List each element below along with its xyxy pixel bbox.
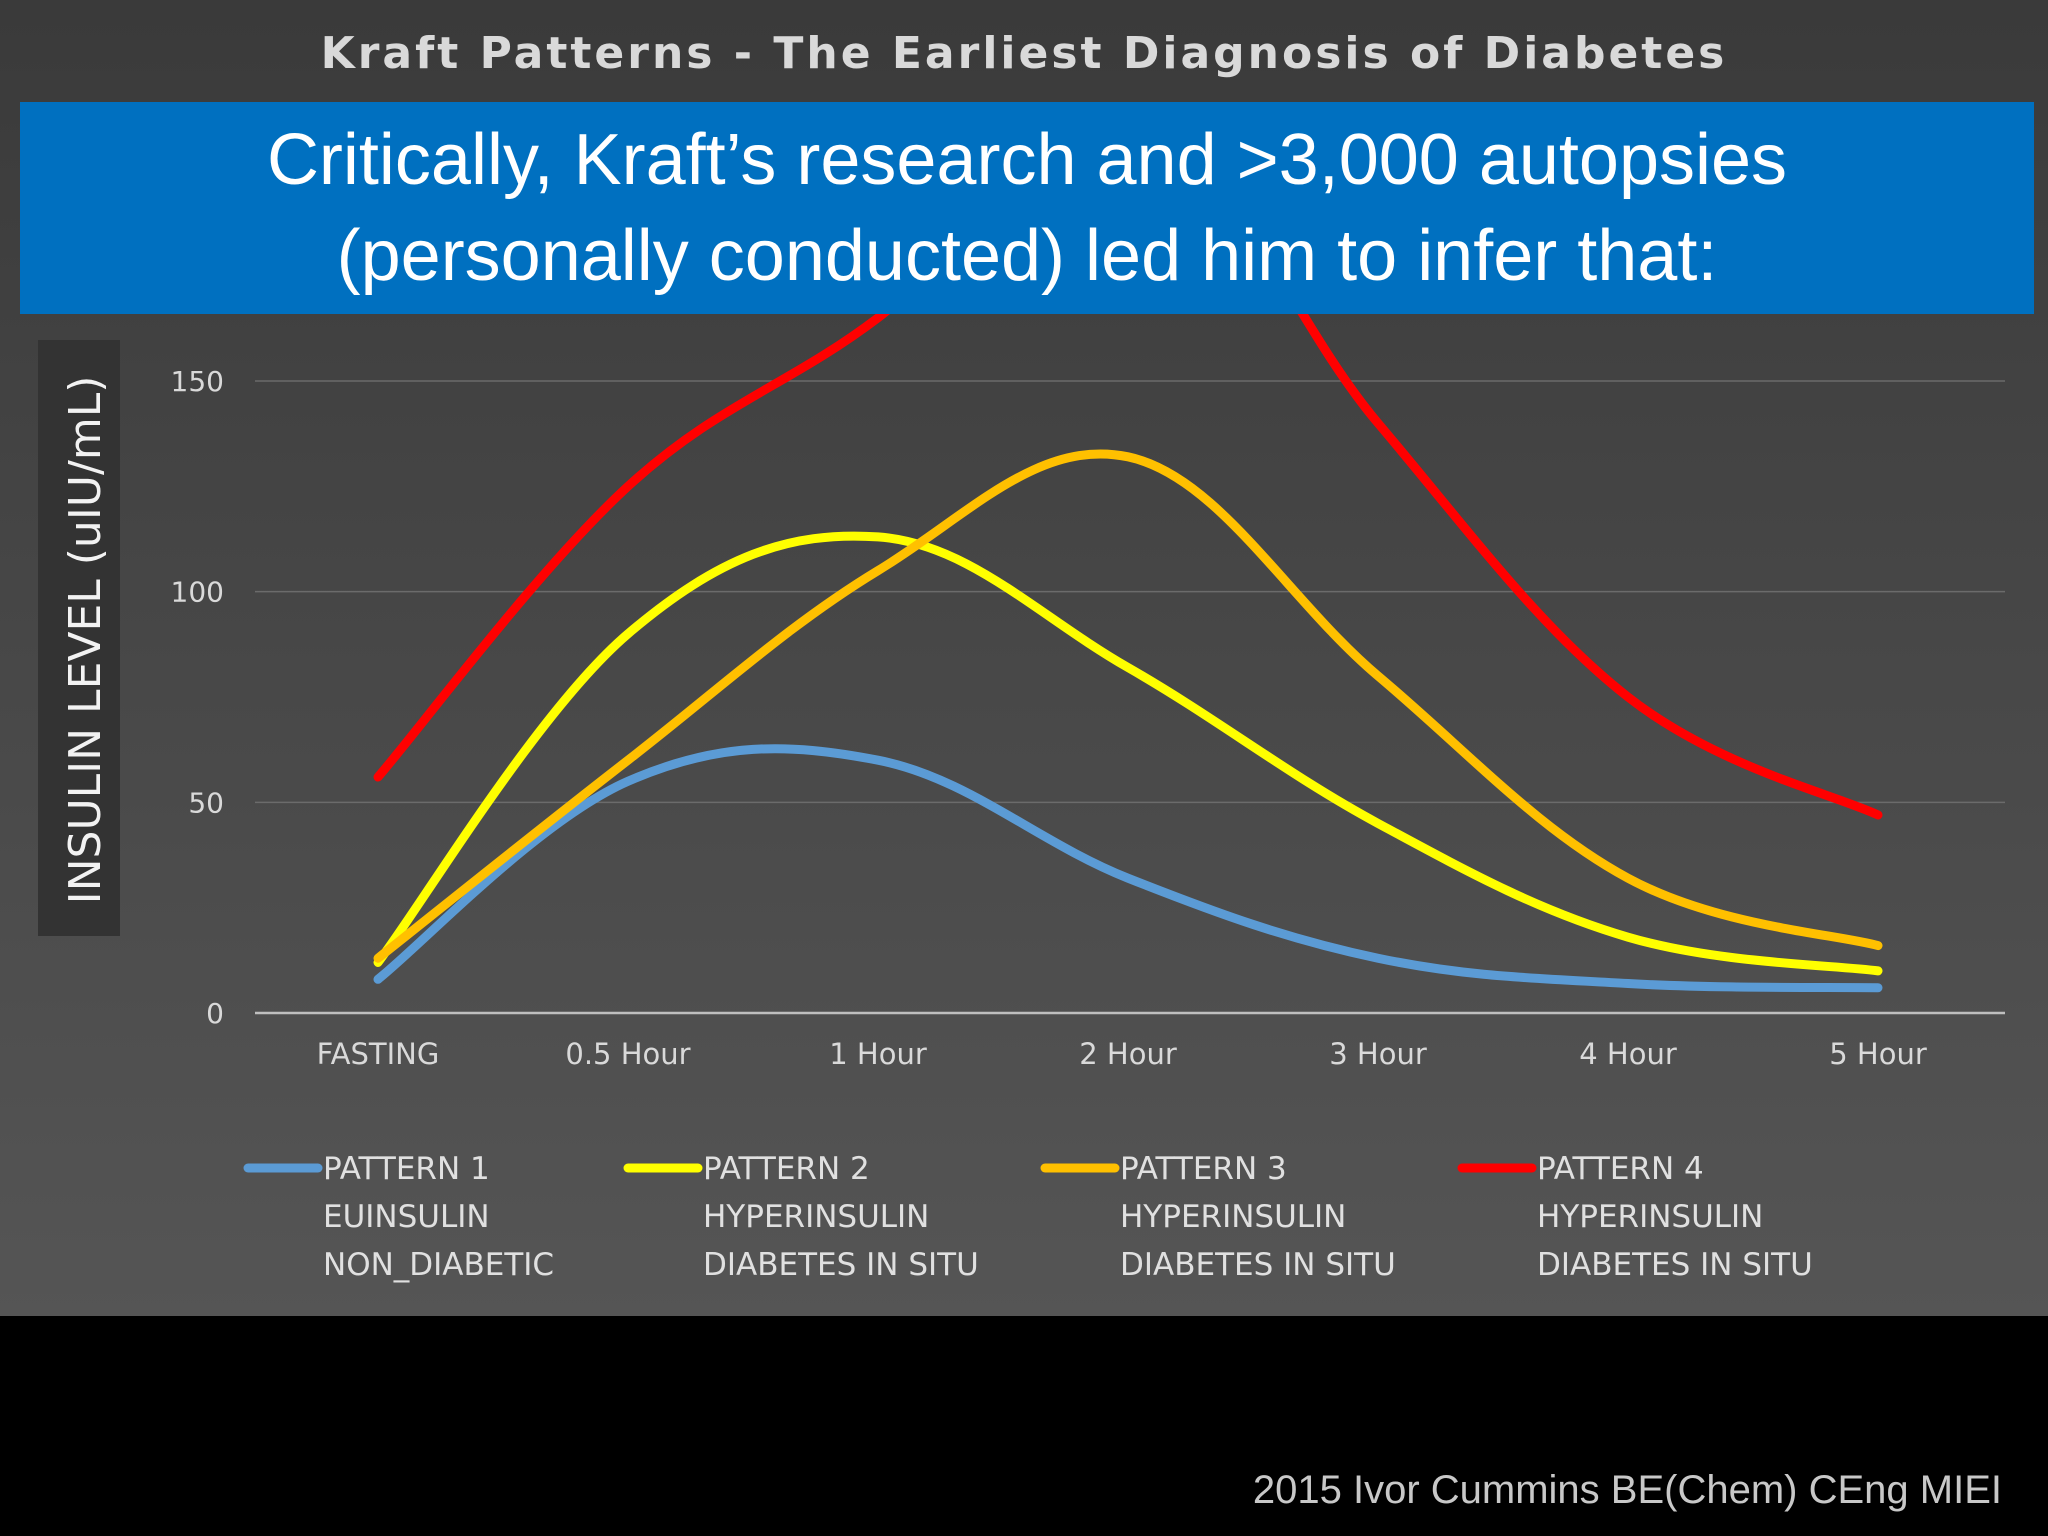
legend-text-4-name: PATTERN 4: [1537, 1151, 1704, 1187]
legend-text-3-line3: DIABETES IN SITU: [1120, 1247, 1396, 1283]
series-line-4: [373, 314, 1883, 820]
banner: Critically, Kraft’s research and >3,000 …: [20, 102, 2034, 314]
grid-lines: [255, 380, 2005, 1015]
y-tick-label: 100: [171, 576, 224, 609]
banner-line-1: Critically, Kraft’s research and >3,000 …: [266, 120, 1788, 200]
x-tick-label: 2 Hour: [1079, 1037, 1177, 1071]
y-tick-labels: 0 50 100 150: [171, 365, 224, 1030]
y-axis-label: INSULIN LEVEL (uIU/mL): [60, 376, 111, 905]
series-line-1: [373, 744, 1883, 993]
legend-text-4-line2: HYPERINSULIN: [1537, 1199, 1763, 1235]
chart-title: Kraft Patterns - The Earliest Diagnosis …: [320, 28, 1728, 79]
x-tick-label: 1 Hour: [829, 1037, 927, 1071]
series-lines: [373, 314, 1883, 993]
series-line-3: [373, 449, 1883, 963]
legend-text-3-name: PATTERN 3: [1120, 1151, 1287, 1187]
banner-line-2: (personally conducted) led him to infer …: [336, 216, 1718, 296]
legend-text-2-line3: DIABETES IN SITU: [703, 1247, 979, 1283]
series-line-2: [373, 531, 1883, 976]
legend-text-2-name: PATTERN 2: [703, 1151, 870, 1187]
y-tick-label: 150: [171, 365, 224, 398]
y-tick-label: 0: [206, 997, 224, 1030]
x-tick-label: 0.5 Hour: [565, 1037, 690, 1071]
x-tick-label: 3 Hour: [1329, 1037, 1427, 1071]
legend-text-1-line3: NON_DIABETIC: [323, 1247, 554, 1283]
legend-text-2-line2: HYPERINSULIN: [703, 1199, 929, 1235]
y-axis-label-box: [38, 340, 120, 936]
x-tick-label: 4 Hour: [1579, 1037, 1677, 1071]
legend: PATTERN 1 EUINSULIN NON_DIABETIC PATTERN 2 H…: [243, 1151, 1813, 1283]
y-tick-label: 50: [188, 786, 224, 819]
legend-text-1-line2: EUINSULIN: [323, 1199, 490, 1235]
legend-text-3-line2: HYPERINSULIN: [1120, 1199, 1346, 1235]
legend-text-1-name: PATTERN 1: [323, 1151, 490, 1187]
x-tick-label: FASTING: [317, 1037, 440, 1071]
x-tick-label: 5 Hour: [1829, 1037, 1927, 1071]
x-tick-labels: FASTING 0.5 Hour 1 Hour 2 Hour 3 Hour 4 Hour 5…: [317, 1037, 1927, 1071]
footer-credit: 2015 Ivor Cummins BE(Chem) CEng MIEI: [1252, 1468, 2002, 1512]
legend-text-4-line3: DIABETES IN SITU: [1537, 1247, 1813, 1283]
